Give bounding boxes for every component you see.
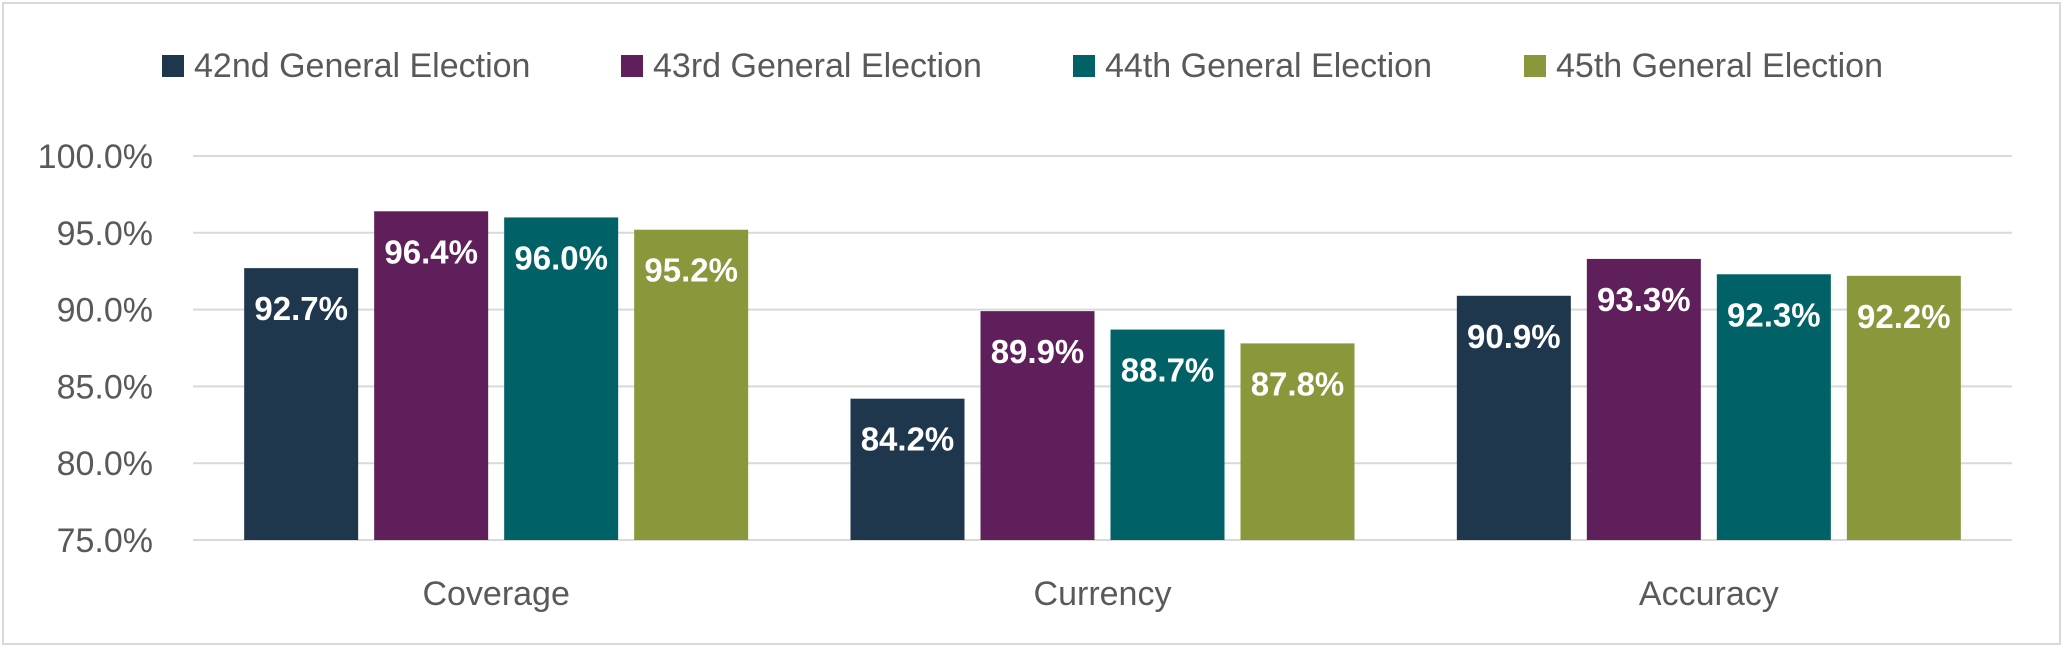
bar — [1586, 258, 1701, 540]
data-label: 92.2% — [1857, 298, 1951, 335]
data-label: 84.2% — [861, 421, 955, 458]
legend-entry: 42nd General Election — [194, 47, 530, 85]
bar — [850, 398, 965, 540]
legend-swatch — [1524, 55, 1546, 77]
bar — [1456, 295, 1571, 540]
legend-entry: 45th General Election — [1556, 47, 1883, 85]
bar — [244, 268, 359, 540]
data-label: 90.9% — [1467, 318, 1561, 355]
bar — [1846, 275, 1961, 540]
bar — [1110, 329, 1225, 540]
legend-entry: 44th General Election — [1105, 47, 1432, 85]
data-label: 92.7% — [254, 290, 348, 327]
legend: 42nd General Election 43rd General Electi… — [162, 47, 1883, 85]
legend-swatch — [162, 55, 184, 77]
data-label: 89.9% — [991, 333, 1085, 370]
x-tick-label: Coverage — [422, 575, 569, 613]
y-tick-label: 90.0% — [57, 292, 153, 330]
data-label: 92.3% — [1727, 296, 1821, 333]
bar — [1716, 274, 1831, 540]
bar — [980, 311, 1095, 540]
data-label: 96.0% — [514, 239, 608, 276]
x-axis: Coverage Currency Accuracy — [422, 575, 1778, 613]
legend-entry: 43rd General Election — [653, 47, 982, 85]
x-tick-label: Accuracy — [1639, 575, 1779, 613]
y-tick-label: 80.0% — [57, 445, 153, 483]
data-label: 95.2% — [644, 252, 738, 289]
legend-swatch — [621, 55, 643, 77]
y-tick-label: 95.0% — [57, 215, 153, 253]
y-tick-label: 85.0% — [57, 368, 153, 406]
data-label: 96.4% — [384, 233, 478, 270]
data-label: 87.8% — [1251, 365, 1345, 402]
bar — [634, 229, 749, 540]
gridlines — [193, 155, 2012, 541]
bars: 92.7% 96.4% 96.0% 95.2% 84.2% 89.9% 88.7% 87.8%… — [244, 211, 1961, 540]
legend-swatch — [1073, 55, 1095, 77]
bar — [374, 211, 489, 540]
bar — [504, 217, 619, 540]
y-tick-label: 75.0% — [57, 522, 153, 560]
x-tick-label: Currency — [1034, 575, 1172, 613]
data-label: 93.3% — [1597, 281, 1691, 318]
data-label: 88.7% — [1121, 352, 1215, 389]
y-axis: 75.0% 80.0% 85.0% 90.0% 95.0% 100.0% — [38, 138, 153, 560]
y-tick-label: 100.0% — [38, 138, 153, 176]
bar — [1240, 343, 1355, 540]
